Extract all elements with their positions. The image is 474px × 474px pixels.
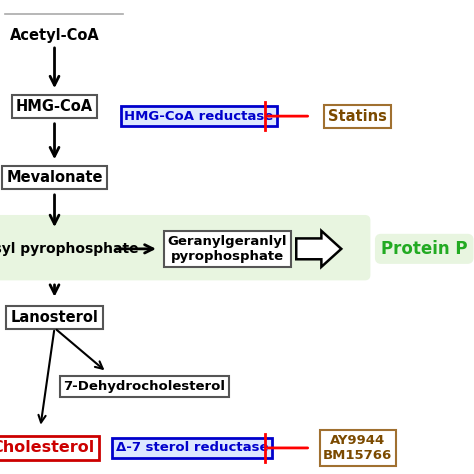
Text: HMG-CoA reductase: HMG-CoA reductase (125, 109, 273, 123)
Text: 7-Dehydrocholesterol: 7-Dehydrocholesterol (64, 380, 226, 393)
Text: Geranylgeranlyl
pyrophosphate: Geranylgeranlyl pyrophosphate (168, 235, 287, 263)
Text: HMG-CoA: HMG-CoA (16, 99, 93, 114)
Text: Lanosterol: Lanosterol (10, 310, 99, 325)
Text: Protein P: Protein P (381, 240, 467, 258)
Text: Acetyl-CoA: Acetyl-CoA (9, 28, 100, 43)
Text: Δ-7 sterol reductase: Δ-7 sterol reductase (116, 441, 268, 455)
FancyBboxPatch shape (0, 216, 370, 280)
Text: Mevalonate: Mevalonate (6, 170, 103, 185)
Polygon shape (296, 231, 341, 267)
Text: AY9944
BM15766: AY9944 BM15766 (323, 434, 392, 462)
Text: esyl pyrophosphate: esyl pyrophosphate (0, 242, 139, 256)
Text: Statins: Statins (328, 109, 387, 124)
Text: Cholesterol: Cholesterol (0, 440, 94, 456)
